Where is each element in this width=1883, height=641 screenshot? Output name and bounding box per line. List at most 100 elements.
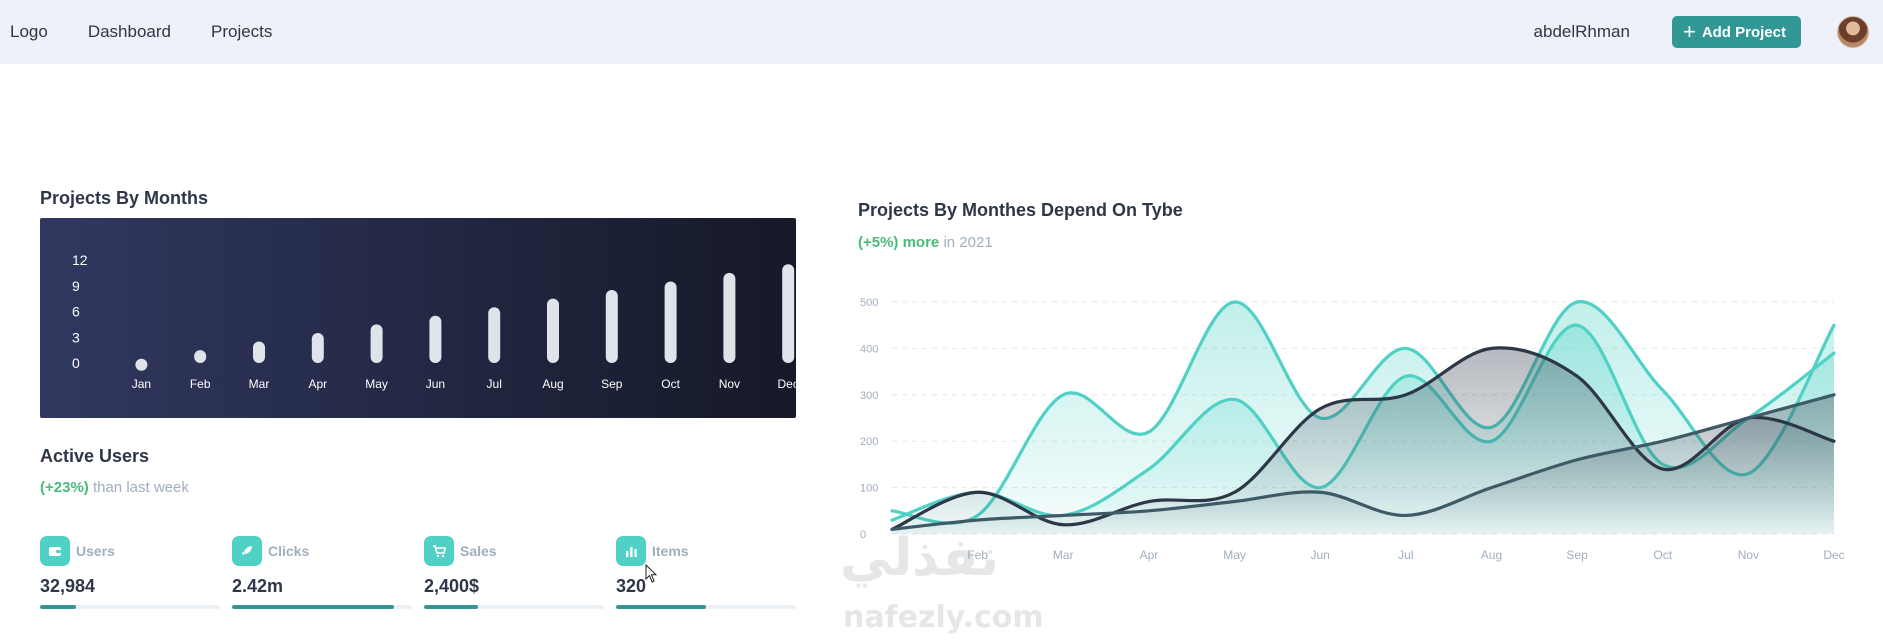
x-tick-label: Dec (778, 377, 796, 391)
y-tick-label: 400 (860, 343, 878, 355)
area-chart-svg: 0 100 200 300 400 500 Feb Mar Apr May Jun Jul Aug Sep… (860, 297, 1845, 562)
progress-track (232, 605, 412, 609)
x-tick-label: Aug (542, 377, 563, 391)
y-tick-label: 500 (860, 297, 878, 309)
bar (135, 358, 148, 371)
projects-by-months-title: Projects By Months (40, 188, 209, 208)
cart-icon (424, 536, 454, 566)
projects-by-type-change: (+5%) more (858, 234, 940, 251)
mouse-cursor-icon (645, 564, 658, 583)
y-tick-label: 300 (860, 390, 878, 402)
add-project-button[interactable]: + Add Project (1671, 16, 1801, 48)
x-tick-label: Dec (1823, 548, 1844, 562)
bar (605, 290, 618, 363)
stat-label: Clicks (268, 543, 310, 559)
progress-fill (424, 605, 478, 609)
x-tick-label: Sep (601, 377, 623, 391)
projects-by-type-subtitle: (+5%) more in 2021 (858, 234, 993, 251)
nav-left: Logo Dashboard Projects (10, 22, 312, 42)
active-users-subtitle: (+23%) than last week (40, 479, 189, 496)
rocket-icon (232, 536, 262, 566)
active-users-change: (+23%) (40, 479, 89, 496)
stat-label: Users (76, 543, 115, 559)
series-line (890, 300, 1836, 525)
nav-right: abdelRhman + Add Project (1534, 16, 1883, 48)
stat-value: 2,400$ (424, 576, 480, 596)
x-tick-label: Mar (1053, 548, 1074, 562)
bar (488, 307, 501, 363)
projects-by-type-title: Projects By Monthes Depend On Tybe (858, 200, 1183, 220)
x-tick-label: May (365, 377, 388, 391)
progress-fill (232, 605, 394, 609)
x-tick-label: Oct (1653, 548, 1672, 562)
progress-track (40, 605, 220, 609)
bar (311, 332, 324, 363)
x-tick-label: Jun (426, 377, 445, 391)
stat-label: Items (652, 543, 689, 559)
bar-chart-svg: 0 3 6 9 12 Jan Feb Mar Apr May Jun Jul Aug Sep Oct Nov D… (72, 252, 796, 391)
nav-link-dashboard[interactable]: Dashboard (87, 22, 171, 41)
plus-icon: + (1682, 19, 1696, 44)
x-tick-label: Apr (1140, 548, 1159, 562)
nav-link-projects[interactable]: Projects (211, 22, 273, 41)
series-area (892, 394, 1834, 534)
bar (429, 315, 442, 363)
x-tick-label: Feb (190, 377, 211, 391)
projects-by-type-chart: 0 100 200 300 400 500 Feb Mar Apr May Jun Jul Aug Sep… (840, 280, 1883, 636)
y-tick-label: 12 (72, 252, 88, 268)
y-tick-label: 200 (860, 436, 878, 448)
stat-value: 320 (616, 576, 647, 596)
logo[interactable]: Logo (10, 22, 48, 41)
watermark-arabic: نفذلي (840, 528, 1000, 588)
username[interactable]: abdelRhman (1533, 22, 1630, 41)
bar (253, 341, 265, 363)
chart-icon (616, 536, 646, 566)
x-tick-label: Oct (661, 377, 680, 391)
x-tick-label: Aug (1481, 548, 1502, 562)
x-tick-label: Apr (308, 377, 327, 391)
bar (370, 324, 383, 363)
bar (547, 298, 559, 363)
y-tick-label: 9 (72, 278, 80, 294)
stat-clicks: Clicks 2.42m (232, 536, 412, 609)
watermark-latin: nafezly.com (843, 600, 1044, 635)
avatar[interactable] (1837, 16, 1869, 48)
bar (723, 272, 736, 363)
y-tick-label: 0 (860, 529, 866, 541)
x-tick-label: Jun (1311, 548, 1330, 562)
x-tick-label: Jul (487, 377, 502, 391)
y-tick-label: 3 (72, 329, 80, 345)
navbar: Logo Dashboard Projects abdelRhman + Add… (0, 0, 1883, 64)
stat-items: Items 320 (616, 536, 796, 609)
projects-by-type-change-text: in 2021 (943, 234, 993, 251)
stat-users: Users 32,984 (40, 536, 220, 609)
x-tick-label: Sep (1566, 548, 1588, 562)
stat-label: Sales (460, 543, 497, 559)
progress-fill (40, 605, 76, 609)
y-tick-label: 0 (72, 355, 80, 371)
progress-track (616, 605, 796, 609)
y-tick-label: 6 (72, 304, 80, 320)
series-line (890, 393, 1836, 531)
x-tick-label: Nov (719, 377, 740, 391)
stat-sales: Sales 2,400$ (424, 536, 604, 609)
x-tick-label: Nov (1738, 548, 1759, 562)
x-tick-label: Jan (132, 377, 151, 391)
progress-fill (616, 605, 706, 609)
active-users-title: Active Users (40, 446, 150, 466)
stat-value: 2.42m (232, 576, 284, 596)
bar (664, 281, 677, 363)
bar (782, 264, 795, 363)
projects-by-months-chart: 0 3 6 9 12 Jan Feb Mar Apr May Jun Jul Aug Sep Oct Nov D… (40, 218, 796, 418)
y-tick-label: 100 (860, 483, 878, 495)
stat-value: 32,984 (40, 576, 96, 596)
progress-track (424, 605, 604, 609)
x-tick-label: May (1223, 548, 1246, 562)
x-tick-label: Feb (967, 548, 988, 562)
bar (194, 350, 207, 363)
active-users-change-text: than last week (92, 479, 189, 496)
x-tick-label: Jul (1398, 548, 1413, 562)
x-tick-label: Mar (249, 377, 270, 391)
wallet-icon (40, 536, 70, 566)
add-project-label: Add Project (1701, 23, 1786, 41)
